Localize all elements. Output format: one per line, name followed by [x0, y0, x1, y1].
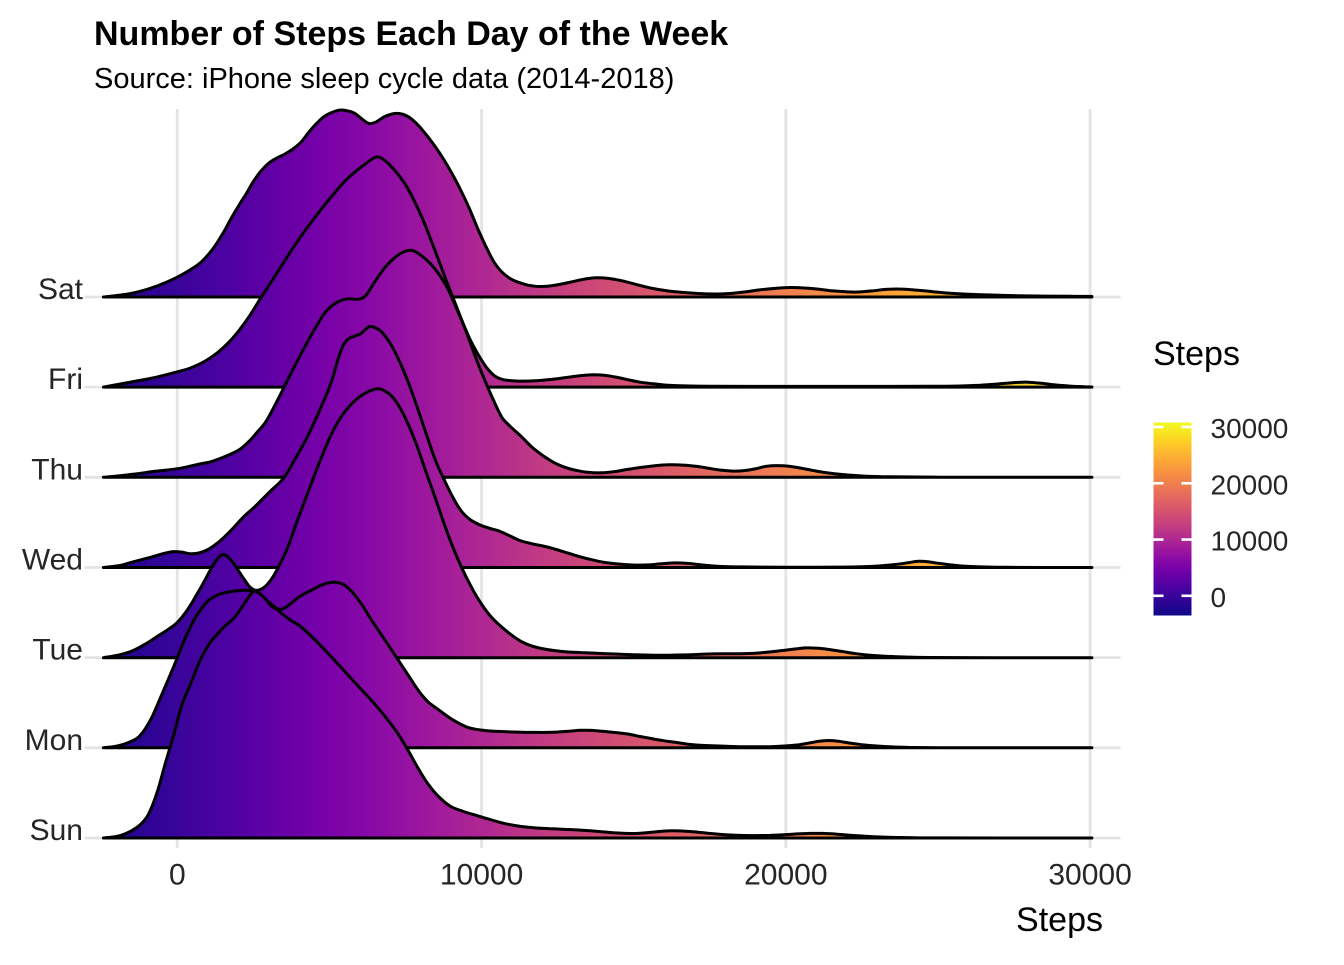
chart-title: Number of Steps Each Day of the Week	[94, 15, 728, 53]
ridge-sun	[101, 589, 1094, 840]
legend-title: Steps	[1153, 335, 1240, 373]
chart-subtitle: Source: iPhone sleep cycle data (2014-20…	[94, 63, 674, 95]
y-tick-label-sat: Sat	[38, 273, 84, 306]
legend: Steps 30000 20000 10000 0	[1153, 335, 1288, 616]
legend-label-10000: 10000	[1211, 526, 1289, 557]
y-tick-label-mon: Mon	[25, 724, 83, 757]
x-tick-label-10000: 10000	[440, 859, 523, 892]
y-tick-label-wed: Wed	[22, 543, 83, 576]
legend-label-30000: 30000	[1211, 413, 1289, 444]
legend-label-20000: 20000	[1211, 469, 1289, 500]
legend-colorbar	[1153, 422, 1192, 616]
y-tick-label-sun: Sun	[30, 814, 83, 847]
y-tick-label-thu: Thu	[31, 453, 83, 486]
legend-label-0: 0	[1211, 582, 1227, 613]
y-tick-label-fri: Fri	[48, 363, 83, 396]
ridge-layer	[101, 108, 1094, 840]
x-tick-label-30000: 30000	[1048, 859, 1131, 892]
y-tick-label-tue: Tue	[32, 634, 83, 667]
x-tick-label-20000: 20000	[744, 859, 827, 892]
x-axis-title: Steps	[1016, 901, 1103, 939]
axis-layer: 0 10000 20000 30000 Sun Mon Tue Wed Thu Fri Sat	[22, 273, 1132, 892]
x-tick-label-0: 0	[169, 859, 186, 892]
